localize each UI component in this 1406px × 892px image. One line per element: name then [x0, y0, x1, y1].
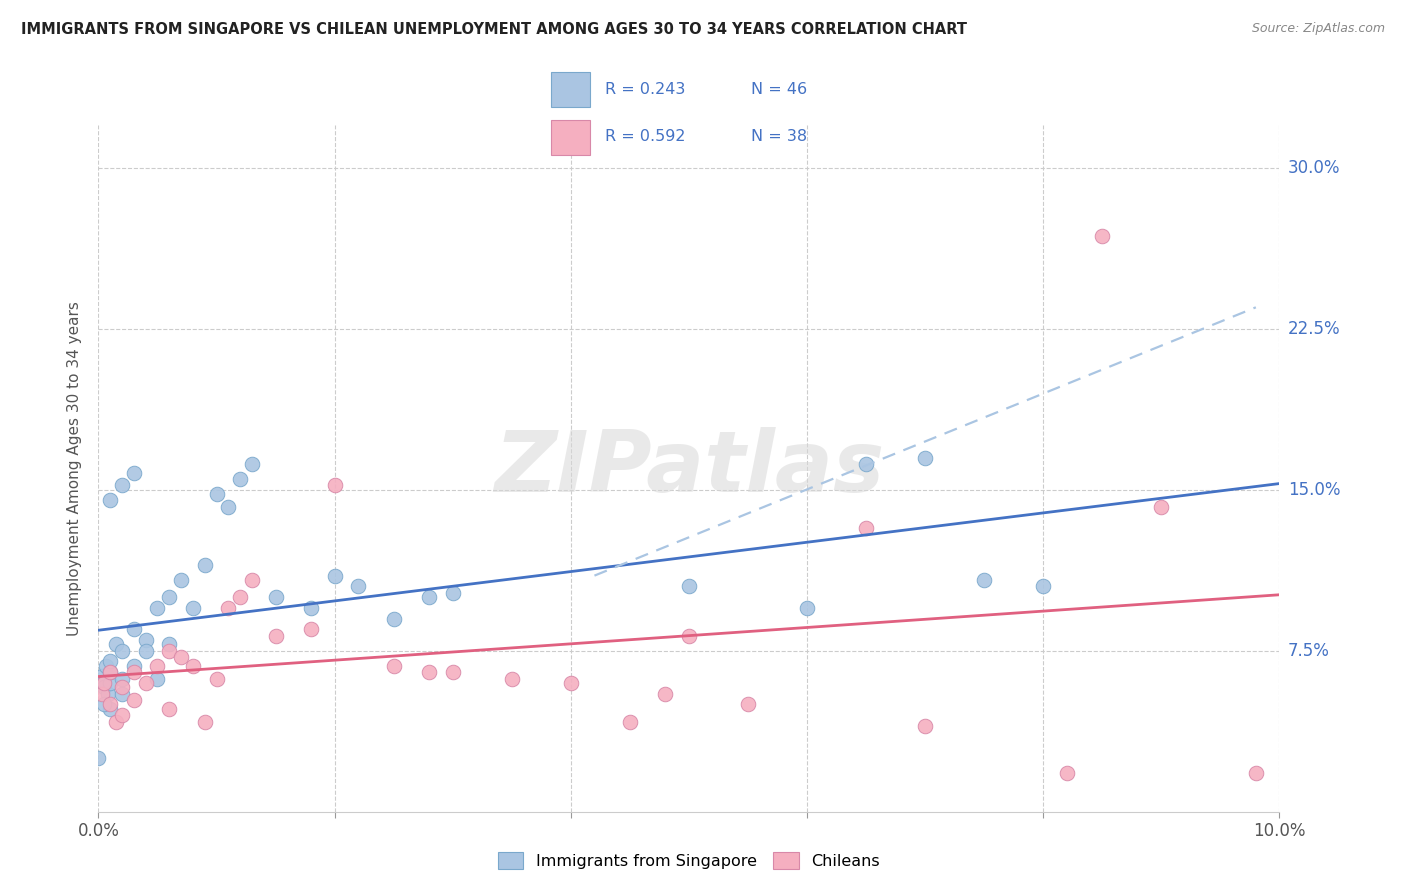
Point — [157, 701, 180, 715]
Point — [205, 672, 228, 686]
Point — [619, 714, 641, 729]
Point — [135, 676, 157, 690]
Point — [299, 600, 322, 615]
Point — [135, 644, 157, 658]
Point — [229, 472, 252, 486]
Point — [796, 600, 818, 615]
Point — [654, 687, 676, 701]
Point — [347, 579, 370, 593]
Point — [93, 676, 115, 690]
Point — [914, 719, 936, 733]
Point — [264, 590, 287, 604]
Point — [323, 478, 346, 492]
Point — [157, 644, 180, 658]
Point — [382, 658, 405, 673]
Point — [170, 650, 193, 665]
Text: R = 0.592: R = 0.592 — [606, 128, 686, 144]
Point — [205, 487, 228, 501]
Point — [98, 493, 121, 508]
Point — [501, 672, 523, 686]
Point — [157, 590, 180, 604]
Point — [194, 558, 217, 572]
Text: R = 0.243: R = 0.243 — [606, 81, 686, 96]
Point — [217, 600, 239, 615]
Point — [146, 600, 169, 615]
Point — [135, 633, 157, 648]
Point — [264, 629, 287, 643]
Point — [181, 600, 204, 615]
Point — [441, 665, 464, 680]
Point — [418, 665, 440, 680]
Point — [98, 655, 121, 669]
Point — [122, 693, 145, 707]
Point — [1244, 766, 1267, 780]
Point — [382, 611, 405, 625]
Point — [122, 658, 145, 673]
Point — [105, 637, 128, 651]
Point — [93, 698, 115, 712]
Text: 30.0%: 30.0% — [1288, 159, 1340, 177]
Text: N = 38: N = 38 — [751, 128, 807, 144]
Point — [855, 457, 877, 471]
Point — [299, 622, 322, 636]
Point — [855, 521, 877, 535]
Point — [181, 658, 204, 673]
Point — [560, 676, 582, 690]
Point — [678, 579, 700, 593]
Point — [1091, 229, 1114, 244]
Point — [1032, 579, 1054, 593]
Point — [240, 457, 263, 471]
Point — [111, 680, 134, 694]
Point — [1150, 500, 1173, 514]
FancyBboxPatch shape — [551, 71, 591, 106]
Text: Source: ZipAtlas.com: Source: ZipAtlas.com — [1251, 22, 1385, 36]
Point — [157, 637, 180, 651]
Point — [1056, 766, 1078, 780]
Point — [87, 751, 110, 765]
Point — [93, 680, 115, 694]
Point — [170, 573, 193, 587]
Point — [91, 676, 114, 690]
Point — [229, 590, 252, 604]
Text: IMMIGRANTS FROM SINGAPORE VS CHILEAN UNEMPLOYMENT AMONG AGES 30 TO 34 YEARS CORR: IMMIGRANTS FROM SINGAPORE VS CHILEAN UNE… — [21, 22, 967, 37]
Text: 15.0%: 15.0% — [1288, 481, 1340, 499]
Point — [146, 658, 169, 673]
Point — [418, 590, 440, 604]
Point — [105, 714, 128, 729]
Point — [111, 687, 134, 701]
Text: N = 46: N = 46 — [751, 81, 807, 96]
Point — [441, 586, 464, 600]
Point — [122, 665, 145, 680]
Point — [111, 672, 134, 686]
Point — [98, 665, 121, 680]
Point — [97, 687, 120, 701]
Text: 22.5%: 22.5% — [1288, 320, 1340, 338]
Point — [146, 672, 169, 686]
Point — [98, 676, 121, 690]
Point — [737, 698, 759, 712]
Point — [111, 708, 134, 723]
Point — [217, 500, 239, 514]
Point — [94, 658, 117, 673]
Point — [914, 450, 936, 465]
Point — [973, 573, 995, 587]
Text: ZIPatlas: ZIPatlas — [494, 426, 884, 510]
Point — [98, 698, 121, 712]
Point — [122, 466, 145, 480]
Text: 7.5%: 7.5% — [1288, 641, 1330, 660]
Point — [323, 568, 346, 582]
Point — [98, 665, 121, 680]
Point — [678, 629, 700, 643]
Point — [111, 644, 134, 658]
Y-axis label: Unemployment Among Ages 30 to 34 years: Unemployment Among Ages 30 to 34 years — [67, 301, 83, 636]
Point — [98, 701, 121, 715]
Legend: Immigrants from Singapore, Chileans: Immigrants from Singapore, Chileans — [498, 853, 880, 869]
Point — [91, 669, 114, 683]
FancyBboxPatch shape — [551, 120, 591, 155]
Point — [91, 687, 114, 701]
Point — [111, 478, 134, 492]
Point — [194, 714, 217, 729]
Point — [240, 573, 263, 587]
Point — [122, 622, 145, 636]
